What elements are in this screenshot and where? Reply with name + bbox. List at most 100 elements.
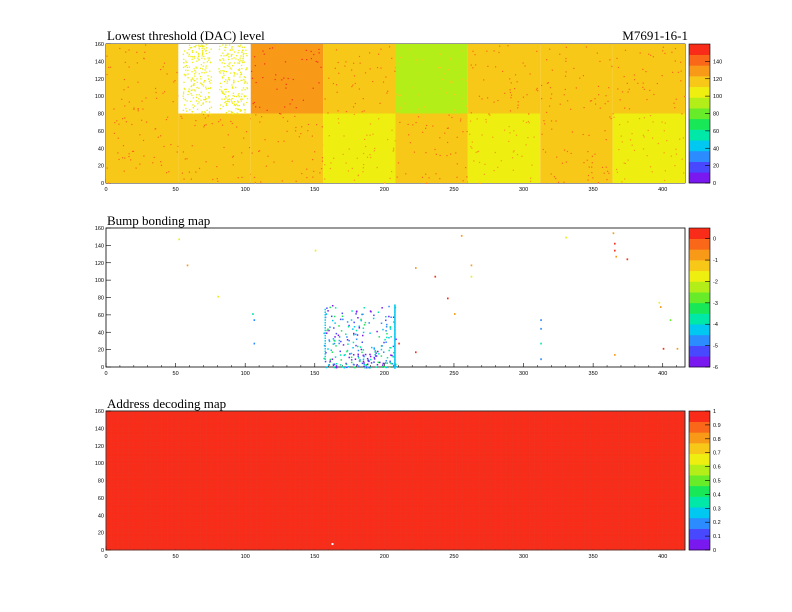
pixel-dot [598,94,600,96]
pixel-dot [240,44,242,46]
pixel-dot [191,51,194,53]
bump-defect-pixel [186,264,189,267]
pixel-dot [207,87,210,90]
bump-defect-pixel [367,359,369,362]
pixel-dot [642,134,645,136]
pixel-dot [332,82,335,85]
pixel-dot [223,66,225,68]
bump-defect-pixel [366,366,369,369]
pixel-dot [201,72,203,74]
pixel-dot [397,162,400,164]
bump-defect-pixel [389,360,391,363]
pixel-dot [184,75,186,77]
pixel-dot [563,94,565,96]
pixel-dot [187,73,189,75]
bump-defect-pixel [375,352,377,354]
pixel-dot [176,151,178,153]
pixel-dot [422,131,424,134]
pixel-dot [638,117,641,120]
pixel-dot [233,95,236,97]
x-tick-label: 350 [589,554,598,560]
bump-defect-pixel [332,364,335,367]
bump-defect-pixel [335,332,338,335]
pixel-dot [230,55,233,57]
pixel-dot [242,57,244,60]
pixel-dot [486,50,488,52]
pixel-dot [276,88,278,90]
bump-defect-pixel [327,310,329,312]
bump-defect-pixel [385,341,387,343]
pixel-dot [483,173,485,175]
pixel-dot [123,170,125,172]
bump-defect-pixel [324,355,326,358]
pixel-dot [353,75,356,77]
x-tick-label: 100 [241,554,250,560]
pixel-dot [284,106,286,108]
pixel-dot [417,116,420,118]
pixel-dot [198,113,201,115]
pixel-dot [117,152,119,154]
pixel-dot [264,63,266,65]
pixel-dot [437,67,440,69]
bump-defect-pixel [356,310,358,313]
pixel-dot [207,75,209,77]
pixel-dot [133,108,135,110]
pixel-dot [192,104,194,106]
colorbar-segment [689,517,710,529]
bump-defect-pixel [335,362,338,365]
pixel-dot [240,109,242,112]
bump-defect-pixel [333,315,336,318]
colorbar-tick-label: 120 [713,77,722,83]
pixel-dot [273,161,275,163]
pixel-dot [113,108,115,110]
bump-defect-pixel [389,326,392,329]
pixel-dot [198,59,200,61]
pixel-dot [241,67,243,70]
pixel-dot [224,62,226,65]
colorbar-tick-label: 40 [713,146,719,152]
pixel-dot [550,97,552,100]
bump-defect-pixel [359,359,361,361]
pixel-dot [466,130,468,133]
pixel-dot [351,85,353,88]
pixel-dot [133,150,135,152]
pixel-dot [243,46,246,48]
bump-defect-pixel [394,339,396,341]
pixel-dot [108,66,110,69]
pixel-dot [137,110,139,112]
pixel-dot [321,126,323,128]
bump-defect-pixel [394,360,396,362]
pixel-dot [231,98,233,100]
bump-defect-pixel [615,255,618,258]
pixel-dot [529,73,531,75]
pixel-dot [156,97,158,99]
pixel-dot [343,135,345,137]
pixel-dot [559,103,561,105]
pixel-dot [180,115,182,117]
pixel-dot [239,76,241,78]
pixel-dot [182,95,184,97]
pixel-dot [353,62,355,64]
pixel-dot [142,108,144,110]
bump-defect-pixel [328,364,330,366]
bump-defect-pixel [384,362,387,364]
pixel-dot [222,52,224,54]
pixel-dot [233,51,236,53]
pixel-dot [188,171,190,173]
pixel-dot [136,51,138,53]
pixel-dot [627,159,629,161]
bump-defect-pixel [380,322,383,325]
bump-defect-pixel [377,361,380,364]
bump-defect-pixel [324,358,326,360]
pixel-dot [591,162,593,164]
pixel-dot [597,182,599,184]
pixel-dot [301,172,303,175]
pixel-dot [192,113,195,115]
pixel-dot [551,128,553,130]
y-tick-label: 100 [95,461,104,467]
pixel-dot [583,106,585,109]
pixel-dot [237,69,239,71]
bump-defect-pixel [379,361,381,364]
bump-defect-pixel [340,359,343,361]
pixel-dot [376,166,378,169]
